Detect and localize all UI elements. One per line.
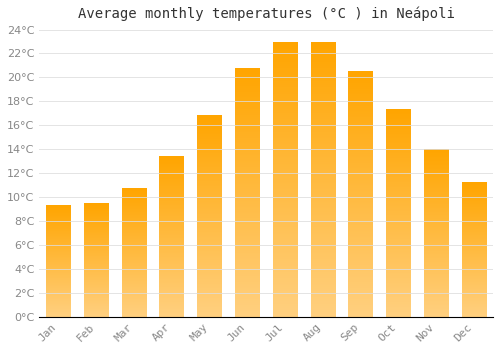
Title: Average monthly temperatures (°C ) in Neápoli: Average monthly temperatures (°C ) in Ne…: [78, 7, 454, 21]
